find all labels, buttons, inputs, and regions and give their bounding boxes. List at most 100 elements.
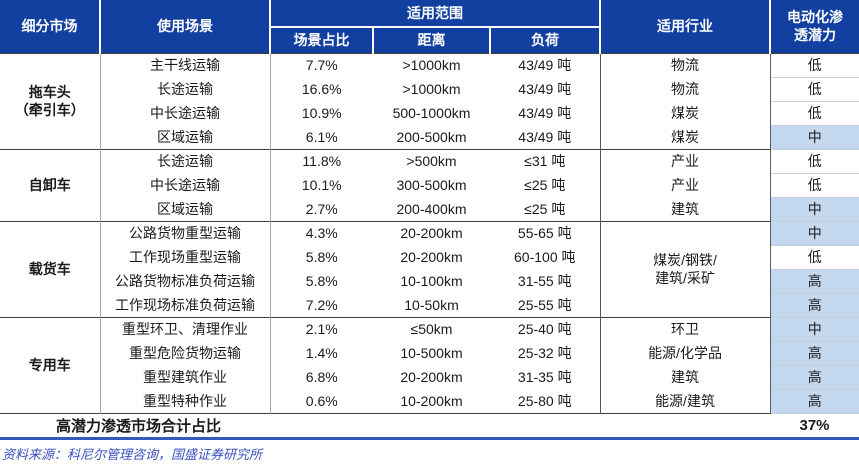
share-cell: 16.6% (270, 77, 373, 101)
total-row: 高潜力渗透市场合计占比 37% (0, 412, 859, 440)
distance-cell: 20-200km (373, 245, 490, 269)
share-cell: 0.6% (270, 389, 373, 413)
industry-cell: 建筑 (600, 365, 771, 389)
industry-cell: 能源/建筑 (600, 389, 771, 413)
share-cell: 2.7% (270, 197, 373, 221)
distance-cell: 300-500km (373, 173, 490, 197)
potential-cell: 低 (770, 173, 859, 198)
scenario-cell: 公路货物标准负荷运输 (100, 269, 271, 293)
load-cell: 31-55 吨 (490, 269, 601, 293)
table-header: 细分市场 使用场景 适用范围 适用行业 电动化渗 透潜力 场景占比 距离 负荷 (0, 0, 859, 53)
share-cell: 10.9% (270, 101, 373, 125)
share-cell: 10.1% (270, 173, 373, 197)
share-cell: 7.7% (270, 52, 373, 77)
header-distance: 距离 (373, 27, 491, 53)
potential-cell: 中 (770, 197, 859, 222)
table-row: 工作现场重型运输 5.8% 20-200km 60-100 吨 低 (0, 245, 859, 270)
table-row: 重型特种作业 0.6% 10-200km 25-80 吨 能源/建筑 高 (0, 389, 859, 414)
scenario-cell: 重型特种作业 (100, 389, 271, 413)
scenario-cell: 重型建筑作业 (100, 365, 271, 389)
industry-cell: 环卫 (600, 316, 771, 341)
source-note: 资料来源：科尼尔管理咨询，国盛证券研究所 (2, 446, 263, 462)
table-row: 重型建筑作业 6.8% 20-200km 31-35 吨 建筑 高 (0, 365, 859, 390)
industry-cell: 产业 (600, 148, 771, 173)
distance-cell: 10-200km (373, 389, 490, 413)
distance-cell: 200-500km (373, 125, 490, 149)
scenario-cell: 重型环卫、清理作业 (100, 316, 271, 341)
industry-cell: 物流 (600, 77, 771, 101)
load-cell: 60-100 吨 (490, 245, 601, 269)
potential-cell: 中 (770, 125, 859, 150)
distance-cell: 500-1000km (373, 101, 490, 125)
total-value: 37% (770, 412, 859, 440)
segment-label: 拖车头 （牵引车） (0, 52, 101, 149)
table-row: 专用车 重型环卫、清理作业 2.1% ≤50km 25-40 吨 环卫 中 (0, 316, 859, 413)
share-cell: 5.8% (270, 245, 373, 269)
share-cell: 5.8% (270, 269, 373, 293)
load-cell: 25-80 吨 (490, 389, 601, 413)
scenario-cell: 中长途运输 (100, 173, 271, 197)
load-cell: 31-35 吨 (490, 365, 601, 389)
load-cell: 25-55 吨 (490, 293, 601, 317)
scenario-cell: 重型危险货物运输 (100, 341, 271, 365)
scenario-cell: 工作现场重型运输 (100, 245, 271, 269)
load-cell: 43/49 吨 (490, 77, 601, 101)
table-row: 重型危险货物运输 1.4% 10-500km 25-32 吨 能源/化学品 高 (0, 341, 859, 366)
scenario-cell: 区域运输 (100, 125, 271, 149)
share-cell: 2.1% (270, 316, 373, 341)
potential-cell: 低 (770, 77, 859, 102)
potential-cell: 低 (770, 101, 859, 126)
table-row: 公路货物标准负荷运输 5.8% 10-100km 31-55 吨 高 (0, 269, 859, 294)
header-segment: 细分市场 (0, 0, 101, 53)
segment-label: 自卸车 (0, 148, 101, 221)
share-cell: 1.4% (270, 341, 373, 365)
distance-cell: >1000km (373, 77, 490, 101)
scenario-cell: 中长途运输 (100, 101, 271, 125)
table-row: 自卸车 长途运输 11.8% >500km ≤31 吨 产业 低 (0, 148, 859, 221)
table-row: 拖车头 （牵引车） 主干线运输 7.7% >1000km 43/49 吨 物流 … (0, 52, 859, 149)
table-row: 载货车 公路货物重型运输 4.3% 20-200km 55-65 吨 煤炭/钢铁… (0, 220, 859, 317)
header-range-group: 适用范围 (270, 0, 602, 28)
segment-label: 专用车 (0, 316, 101, 413)
potential-cell: 高 (770, 269, 859, 294)
share-cell: 11.8% (270, 148, 373, 173)
industry-cell: 建筑 (600, 197, 771, 221)
table-row: 工作现场标准负荷运输 7.2% 10-50km 25-55 吨 高 (0, 293, 859, 318)
industry-cell: 煤炭 (600, 101, 771, 125)
scenario-cell: 工作现场标准负荷运输 (100, 293, 271, 317)
distance-cell: 10-500km (373, 341, 490, 365)
header-industry: 适用行业 (600, 0, 772, 53)
table-row: 区域运输 6.1% 200-500km 43/49 吨 煤炭 中 (0, 125, 859, 150)
header-load: 负荷 (490, 27, 602, 53)
industry-cell: 物流 (600, 52, 771, 77)
load-cell: 25-40 吨 (490, 316, 601, 341)
header-share: 场景占比 (270, 27, 374, 53)
potential-cell: 高 (770, 365, 859, 390)
load-cell: 43/49 吨 (490, 125, 601, 149)
distance-cell: 20-200km (373, 220, 490, 245)
share-cell: 6.8% (270, 365, 373, 389)
potential-cell: 低 (770, 245, 859, 270)
distance-cell: ≤50km (373, 316, 490, 341)
load-cell: 25-32 吨 (490, 341, 601, 365)
scenario-cell: 公路货物重型运输 (100, 220, 271, 245)
market-segment-table: 细分市场 使用场景 适用范围 适用行业 电动化渗 透潜力 场景占比 距离 负荷 … (0, 0, 859, 440)
load-cell: 55-65 吨 (490, 220, 601, 245)
scenario-cell: 主干线运输 (100, 52, 271, 77)
header-scenario: 使用场景 (100, 0, 271, 53)
scenario-cell: 区域运输 (100, 197, 271, 221)
load-cell: ≤25 吨 (490, 173, 601, 197)
distance-cell: 10-50km (373, 293, 490, 317)
distance-cell: >1000km (373, 52, 490, 77)
header-potential: 电动化渗 透潜力 (770, 0, 859, 53)
table-row: 长途运输 16.6% >1000km 43/49 吨 物流 低 (0, 77, 859, 102)
load-cell: ≤31 吨 (490, 148, 601, 173)
distance-cell: 10-100km (373, 269, 490, 293)
table-row: 区域运输 2.7% 200-400km ≤25 吨 建筑 中 (0, 197, 859, 222)
potential-cell: 低 (770, 52, 859, 78)
potential-cell: 高 (770, 293, 859, 318)
potential-cell: 中 (770, 220, 859, 246)
potential-cell: 中 (770, 316, 859, 342)
industry-cell-merged: 煤炭/钢铁/ 建筑/采矿 (600, 220, 771, 317)
share-cell: 4.3% (270, 220, 373, 245)
